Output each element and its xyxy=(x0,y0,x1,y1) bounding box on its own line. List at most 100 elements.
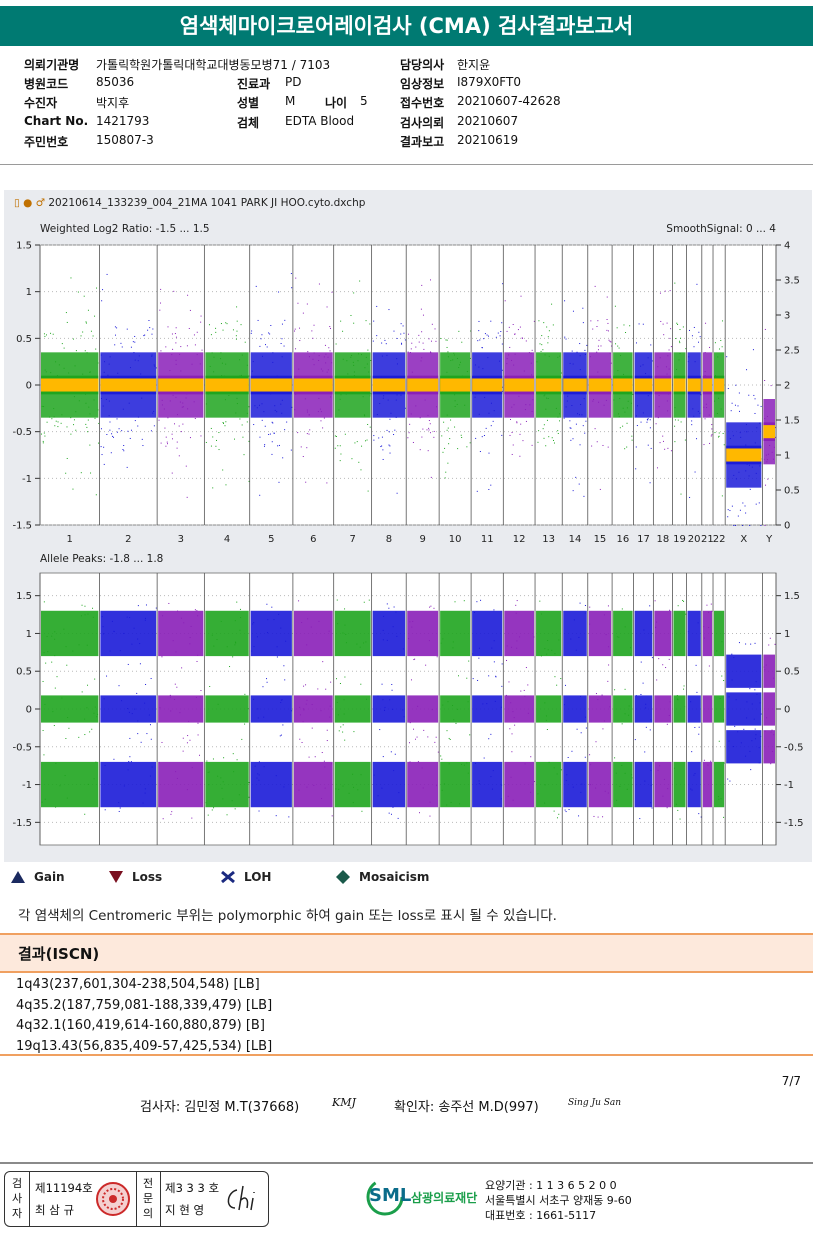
chromosome-label: 1 xyxy=(67,534,73,545)
specialist-license: 제3 3 3 호 xyxy=(165,1181,220,1195)
hospital-code-label: 병원코드 xyxy=(24,77,69,91)
legend-loh: LOH xyxy=(220,870,271,884)
sml-logo-icon xyxy=(366,1178,404,1216)
y-tick-label: 0.5 xyxy=(16,667,32,678)
chromosome-label: 16 xyxy=(616,534,629,545)
chromosome-track xyxy=(158,602,204,820)
y-tick-label-right: -1 xyxy=(784,780,794,791)
results-list: 1q43(237,601,304-238,504,548) [LB] 4q35.… xyxy=(16,975,272,1057)
legend-gain-label: Gain xyxy=(34,870,65,884)
cma-plot-area: ▯ ● ♂ 20210614_133239_004_21MA 1041 PARK… xyxy=(4,190,812,862)
smooth-tick-label: 0.5 xyxy=(784,486,800,497)
inspector-title-char: 자 xyxy=(11,1207,23,1220)
chromosome-track xyxy=(250,603,293,818)
chromosome-label: 12 xyxy=(513,534,526,545)
y-tick-label: -0.5 xyxy=(12,427,32,438)
chromosome-track xyxy=(634,605,653,820)
request-date-label: 검사의뢰 xyxy=(400,116,445,130)
age-value: 5 xyxy=(360,94,368,108)
chromosome-track xyxy=(372,305,407,494)
y-tick-label: -0.5 xyxy=(12,742,32,753)
plot-file-header: ▯ ● ♂ 20210614_133239_004_21MA 1041 PARK… xyxy=(14,197,365,209)
legend-loss-label: Loss xyxy=(132,870,163,884)
chromosome-label: 18 xyxy=(657,534,670,545)
centromere-note: 각 염색체의 Centromeric 부위는 polymorphic 하여 ga… xyxy=(18,908,557,924)
chromosome-track xyxy=(673,282,687,495)
chromosome-label: 20 xyxy=(688,534,701,545)
chromosome-track xyxy=(205,306,250,489)
inspector-name: 최 삼 규 xyxy=(35,1203,75,1217)
legend-mosaicism: Mosaicism xyxy=(335,870,429,884)
legend-gain: Gain xyxy=(10,870,65,884)
tester: 검사자: 김민정 M.T(37668) xyxy=(140,1100,300,1115)
patient-name-value: 박지후 xyxy=(96,96,130,110)
smooth-tick-label: 1.5 xyxy=(784,416,800,427)
chromosome-track xyxy=(726,642,762,782)
allele-panel-label: Allele Peaks: -1.8 ... 1.8 xyxy=(40,553,164,565)
rrn-value: 150807-3 xyxy=(96,133,154,147)
inspector-title-char: 검 xyxy=(11,1177,23,1190)
chromosome-track xyxy=(407,605,439,817)
y-tick-label-right: 1 xyxy=(784,629,790,640)
results-divider xyxy=(0,1054,813,1056)
chromosome-track xyxy=(687,610,702,818)
chromosome-label: 7 xyxy=(349,534,355,545)
chromosome-label: 15 xyxy=(594,534,607,545)
chromosome-label: 21 xyxy=(701,534,714,545)
chromosome-track xyxy=(41,277,100,496)
y-tick-label-right: 1.5 xyxy=(784,591,800,602)
chromosome-track xyxy=(702,322,713,446)
chromosome-label: Y xyxy=(765,534,773,545)
chromosome-track xyxy=(536,600,562,819)
chromosome-label: 22 xyxy=(713,534,726,545)
y-tick-label-right: 0 xyxy=(784,705,790,716)
plot-file-name: 20210614_133239_004_21MA 1041 PARK JI HO… xyxy=(48,197,366,209)
certification-box: 검 사 자 제11194호 최 삼 규 전 문 의 제3 3 3 호 지 현 영 xyxy=(4,1171,269,1227)
chromosome-label: 8 xyxy=(386,534,392,545)
sml-logo: SML 삼광의료재단 xyxy=(365,1175,477,1223)
chromosome-label: 6 xyxy=(310,534,316,545)
chromosome-track xyxy=(504,600,535,808)
accession-label: 접수번호 xyxy=(400,96,445,110)
chromosome-track xyxy=(158,288,204,498)
chart-no-label: Chart No. xyxy=(24,114,89,128)
sex-value: M xyxy=(285,94,296,108)
y-tick-label: 0 xyxy=(26,381,32,392)
chromosome-track xyxy=(763,637,776,765)
smooth-tick-label: 2 xyxy=(784,381,790,392)
org-address: 서울특별시 서초구 양재동 9-60 xyxy=(485,1194,632,1207)
chromosome-track xyxy=(440,330,472,479)
specimen-label: 검체 xyxy=(237,116,260,130)
legend-mosaicism-label: Mosaicism xyxy=(359,870,430,884)
tester-signature: KMJ xyxy=(332,1096,356,1109)
specialist-name: 지 현 영 xyxy=(165,1203,205,1217)
org-name: 삼광의료재단 xyxy=(411,1191,478,1205)
chromosome-label: 14 xyxy=(569,534,582,545)
smooth-tick-label: 1 xyxy=(784,451,790,462)
chromosome-track xyxy=(588,285,613,490)
chromosome-track xyxy=(654,600,672,809)
chromosome-track xyxy=(41,601,99,815)
y-tick-label: -1 xyxy=(22,474,32,485)
loh-x-icon xyxy=(221,870,235,884)
chromosome-label: 17 xyxy=(637,534,650,545)
chromosome-label: 9 xyxy=(419,534,425,545)
cma-plot: 1.510.50-0.5-1-1.543.532.521.510.501 2 3 4 5… xyxy=(12,241,804,846)
chromosome-label: 5 xyxy=(268,534,274,545)
chromosome-track xyxy=(588,605,612,818)
chromosome-track xyxy=(613,305,634,450)
chromosome-track xyxy=(726,349,762,526)
chromosome-track xyxy=(714,610,725,818)
chromosome-track xyxy=(702,603,713,808)
cert-divider xyxy=(136,1172,137,1226)
y-tick-label: 0 xyxy=(26,705,32,716)
institution-label: 의뢰기관명 xyxy=(24,58,80,72)
chart-no-value: 1421793 xyxy=(96,114,150,128)
chromosome-track xyxy=(250,273,293,496)
chromosome-track xyxy=(563,300,588,497)
smooth-tick-label: 4 xyxy=(784,241,790,252)
specialist-title-char: 의 xyxy=(142,1207,154,1220)
inspector-license: 제11194호 xyxy=(35,1181,93,1195)
chromosome-label: 11 xyxy=(481,534,494,545)
chromosome-track xyxy=(536,303,563,447)
